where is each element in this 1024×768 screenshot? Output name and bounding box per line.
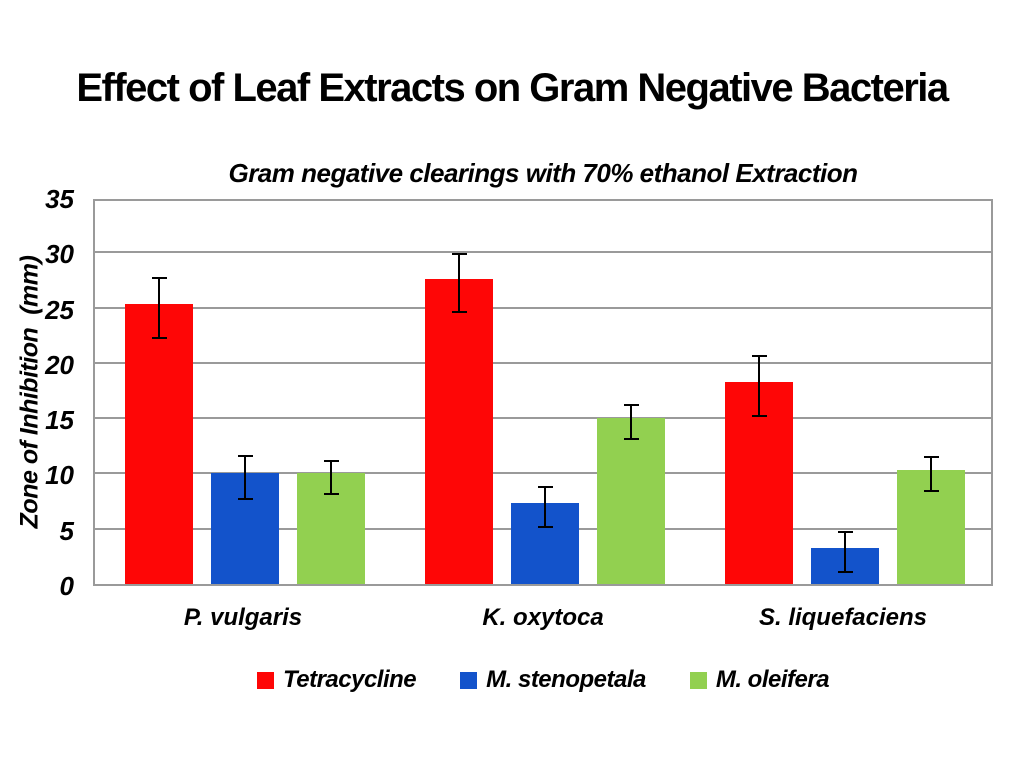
legend-label: M. stenopetala <box>486 666 646 693</box>
page-title: Effect of Leaf Extracts on Gram Negative… <box>76 66 949 110</box>
y-tick-label: 30 <box>45 239 74 270</box>
error-bar <box>451 252 467 313</box>
legend-swatch-icon <box>460 671 478 689</box>
error-bar <box>837 530 853 573</box>
y-tick-label: 20 <box>45 349 74 380</box>
x-category-label: S. liquefaciens <box>758 604 928 631</box>
bar-tetracycline-2 <box>425 278 493 584</box>
gridline <box>95 251 991 254</box>
x-category-label: P. vulgaris <box>183 604 303 631</box>
bar-m-oleifera-2 <box>597 418 665 584</box>
legend-item: M. oleifera <box>689 666 830 694</box>
legend-swatch-icon <box>689 671 707 689</box>
gridline <box>95 417 991 420</box>
gridline <box>95 306 991 309</box>
error-bar <box>323 459 339 496</box>
y-tick-label: 15 <box>45 405 74 436</box>
bar-tetracycline-1 <box>125 304 193 584</box>
y-tick-label: 35 <box>45 184 74 214</box>
y-tick-label: 25 <box>45 294 74 325</box>
x-category-label: K. oxytoca <box>482 604 604 631</box>
gridline <box>95 472 991 475</box>
error-bar <box>151 277 167 340</box>
error-bar <box>623 404 639 440</box>
legend-label: M. oleifera <box>715 666 830 693</box>
legend-label: Tetracycline <box>282 666 417 693</box>
y-tick-label: 5 <box>59 515 74 546</box>
plot-area <box>93 199 993 586</box>
gridline <box>95 361 991 364</box>
legend-item: Tetracycline <box>256 666 417 694</box>
y-tick-label: 10 <box>45 460 74 491</box>
legend: Tetracycline M. stenopetala M. oleifera <box>93 666 993 694</box>
error-bar <box>237 455 253 500</box>
chart-title: Gram negative clearings with 70% ethanol… <box>228 158 858 188</box>
error-bar <box>537 486 553 529</box>
error-bar <box>751 354 767 417</box>
error-bar <box>923 456 939 492</box>
legend-swatch-icon <box>256 671 274 689</box>
legend-item: M. stenopetala <box>460 666 646 694</box>
y-tick-label: 0 <box>59 571 74 601</box>
